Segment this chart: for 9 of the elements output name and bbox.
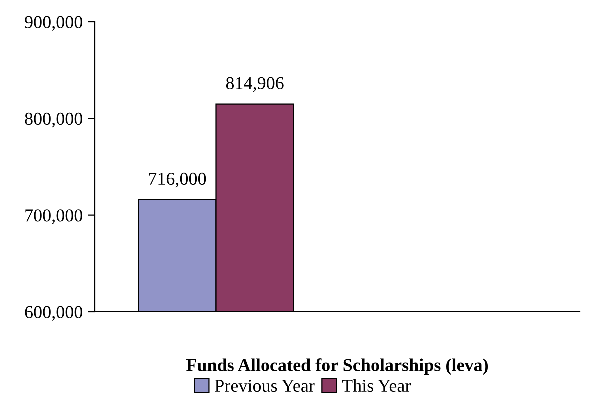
y-tick-label: 700,000 xyxy=(26,210,83,224)
y-tick-label: 900,000 xyxy=(25,16,83,32)
y-tick-label: 800,000 xyxy=(25,112,83,128)
y-tick-label: 600,000 xyxy=(25,306,83,322)
legend-label: This Year xyxy=(342,379,412,392)
data-label: 814,906 xyxy=(226,77,284,92)
data-label: 716,000 xyxy=(149,172,206,188)
legend-label: Previous Year xyxy=(215,380,315,392)
x-axis-title: Funds Allocated for Scholarships (leva) xyxy=(186,358,488,376)
